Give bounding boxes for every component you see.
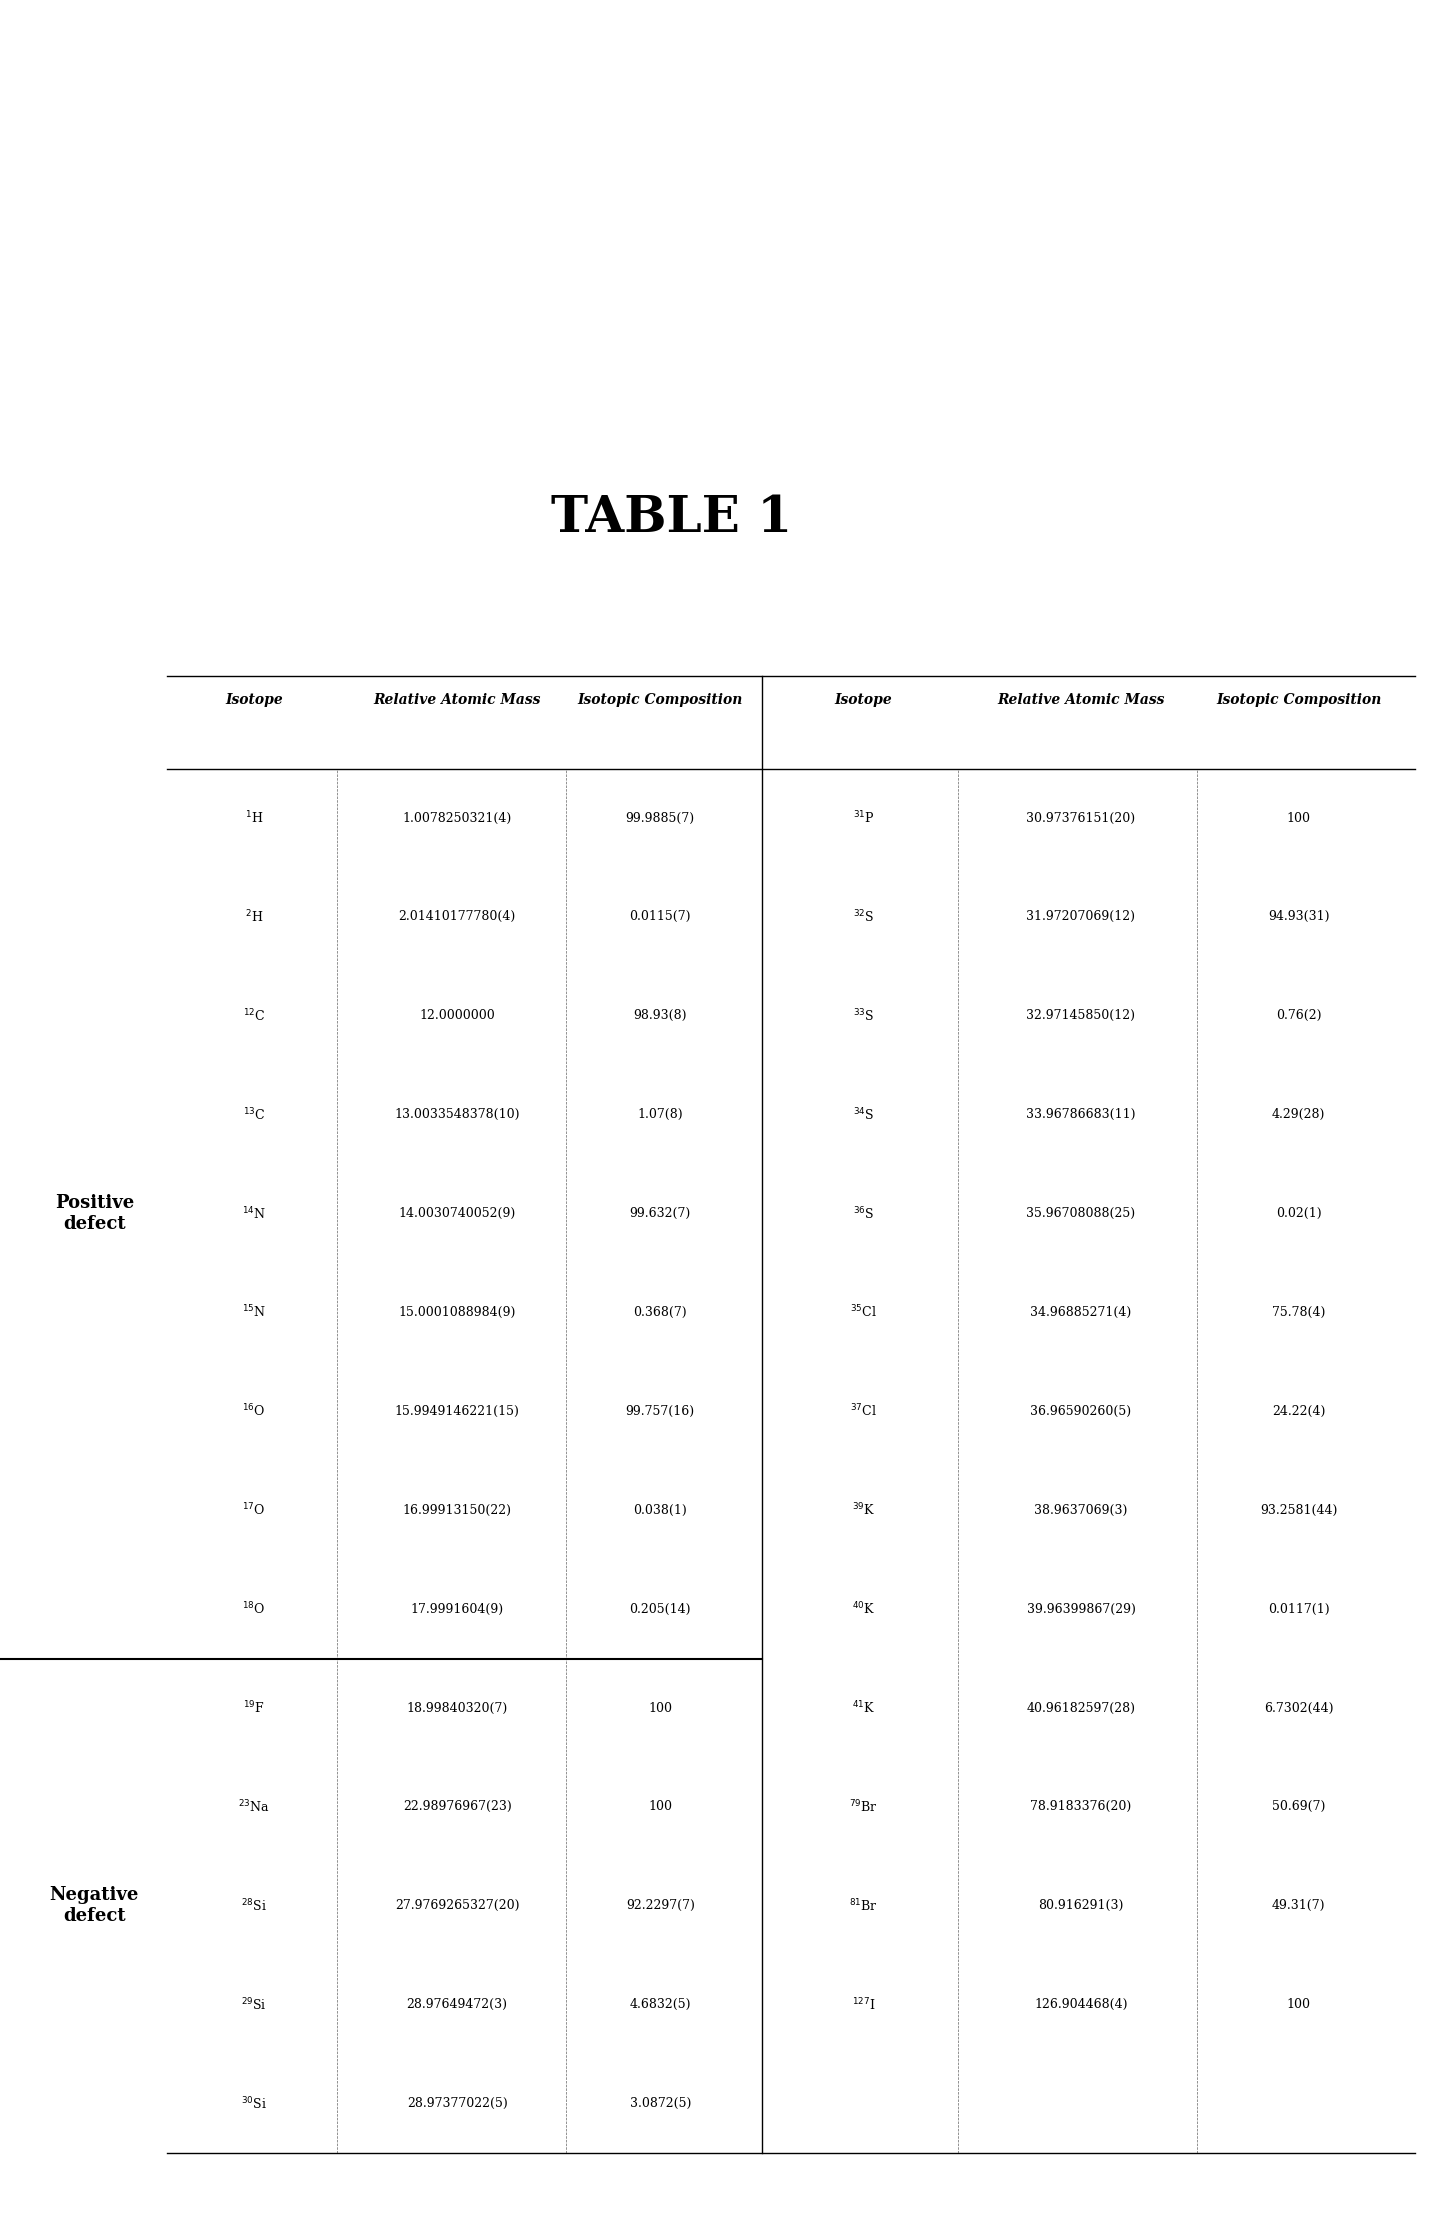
Text: 16.99913150(22): 16.99913150(22) [402, 1504, 512, 1517]
Text: 1.0078250321(4): 1.0078250321(4) [402, 811, 512, 824]
Text: 1.07(8): 1.07(8) [637, 1108, 683, 1121]
Text: 12.0000000: 12.0000000 [419, 1010, 495, 1023]
Text: Positive
defect: Positive defect [55, 1194, 133, 1234]
Text: Isotopic Composition: Isotopic Composition [1216, 693, 1381, 707]
Text: $^{81}$Br: $^{81}$Br [849, 1898, 878, 1914]
Text: $^{30}$Si: $^{30}$Si [241, 2095, 267, 2111]
Text: $^{32}$S: $^{32}$S [853, 908, 874, 926]
Text: 14.0030740052(9): 14.0030740052(9) [399, 1207, 515, 1220]
Text: Isotopic Composition: Isotopic Composition [577, 693, 743, 707]
Text: 99.632(7): 99.632(7) [630, 1207, 691, 1220]
Text: $^{37}$Cl: $^{37}$Cl [850, 1402, 876, 1420]
Text: 24.22(4): 24.22(4) [1273, 1404, 1325, 1418]
Text: 33.96786683(11): 33.96786683(11) [1026, 1108, 1136, 1121]
Text: $^{17}$O: $^{17}$O [242, 1502, 266, 1519]
Text: $^{35}$Cl: $^{35}$Cl [850, 1305, 876, 1320]
Text: TABLE 1: TABLE 1 [551, 494, 792, 543]
Text: 32.97145850(12): 32.97145850(12) [1026, 1010, 1136, 1023]
Text: $^{40}$K: $^{40}$K [852, 1601, 875, 1617]
Text: $^{23}$Na: $^{23}$Na [238, 1799, 270, 1814]
Text: $^{36}$S: $^{36}$S [853, 1205, 874, 1223]
Text: 99.757(16): 99.757(16) [625, 1404, 695, 1418]
Text: 0.0115(7): 0.0115(7) [630, 910, 691, 924]
Text: 15.9949146221(15): 15.9949146221(15) [395, 1404, 519, 1418]
Text: $^{18}$O: $^{18}$O [242, 1601, 266, 1617]
Text: 0.0117(1): 0.0117(1) [1268, 1604, 1329, 1615]
Text: $^{31}$P: $^{31}$P [853, 811, 874, 826]
Text: 0.02(1): 0.02(1) [1275, 1207, 1322, 1220]
Text: $^{15}$N: $^{15}$N [242, 1305, 266, 1320]
Text: 4.6832(5): 4.6832(5) [630, 1998, 691, 2011]
Text: 93.2581(44): 93.2581(44) [1259, 1504, 1338, 1517]
Text: 13.0033548378(10): 13.0033548378(10) [395, 1108, 519, 1121]
Text: $^{1}$H: $^{1}$H [245, 811, 263, 826]
Text: $^{16}$O: $^{16}$O [242, 1402, 266, 1420]
Text: 28.97377022(5): 28.97377022(5) [406, 2098, 508, 2111]
Text: 94.93(31): 94.93(31) [1268, 910, 1329, 924]
Text: 100: 100 [1287, 1998, 1310, 2011]
Text: 78.9183376(20): 78.9183376(20) [1030, 1801, 1132, 1814]
Text: $^{39}$K: $^{39}$K [852, 1502, 875, 1519]
Text: 4.29(28): 4.29(28) [1273, 1108, 1325, 1121]
Text: 27.9769265327(20): 27.9769265327(20) [395, 1898, 519, 1912]
Text: 0.038(1): 0.038(1) [633, 1504, 688, 1517]
Text: 38.9637069(3): 38.9637069(3) [1035, 1504, 1127, 1517]
Text: 0.205(14): 0.205(14) [630, 1604, 691, 1615]
Text: 100: 100 [649, 1801, 672, 1814]
Text: Relative Atomic Mass: Relative Atomic Mass [997, 693, 1165, 707]
Text: 75.78(4): 75.78(4) [1273, 1307, 1325, 1318]
Text: $^{12}$C: $^{12}$C [242, 1008, 266, 1023]
Text: $^{13}$C: $^{13}$C [242, 1108, 266, 1123]
Text: $^{19}$F: $^{19}$F [244, 1699, 264, 1717]
Text: 35.96708088(25): 35.96708088(25) [1026, 1207, 1136, 1220]
Text: 0.368(7): 0.368(7) [634, 1307, 686, 1318]
Text: 50.69(7): 50.69(7) [1273, 1801, 1325, 1814]
Text: Negative
defect: Negative defect [49, 1887, 139, 1925]
Text: $^{29}$Si: $^{29}$Si [241, 1996, 267, 2013]
Text: 100: 100 [1287, 811, 1310, 824]
Text: 3.0872(5): 3.0872(5) [630, 2098, 691, 2111]
Text: 31.97207069(12): 31.97207069(12) [1026, 910, 1136, 924]
Text: 100: 100 [649, 1701, 672, 1714]
Text: $^{28}$Si: $^{28}$Si [241, 1898, 267, 1914]
Text: $^{34}$S: $^{34}$S [853, 1108, 874, 1123]
Text: 0.76(2): 0.76(2) [1275, 1010, 1322, 1023]
Text: $^{41}$K: $^{41}$K [852, 1699, 875, 1717]
Text: 99.9885(7): 99.9885(7) [625, 811, 695, 824]
Text: 92.2297(7): 92.2297(7) [625, 1898, 695, 1912]
Text: 40.96182597(28): 40.96182597(28) [1026, 1701, 1136, 1714]
Text: Isotope: Isotope [834, 693, 892, 707]
Text: 15.0001088984(9): 15.0001088984(9) [399, 1307, 515, 1318]
Text: 49.31(7): 49.31(7) [1273, 1898, 1325, 1912]
Text: $^{79}$Br: $^{79}$Br [849, 1799, 878, 1814]
Text: 18.99840320(7): 18.99840320(7) [406, 1701, 508, 1714]
Text: 80.916291(3): 80.916291(3) [1039, 1898, 1123, 1912]
Text: 2.01410177780(4): 2.01410177780(4) [399, 910, 515, 924]
Text: 22.98976967(23): 22.98976967(23) [403, 1801, 511, 1814]
Text: $^{127}$I: $^{127}$I [852, 1996, 875, 2013]
Text: $^{33}$S: $^{33}$S [853, 1008, 874, 1023]
Text: $^{14}$N: $^{14}$N [242, 1205, 266, 1223]
Text: Isotope: Isotope [225, 693, 283, 707]
Text: 98.93(8): 98.93(8) [634, 1010, 686, 1023]
Text: $^{2}$H: $^{2}$H [245, 908, 263, 926]
Text: 6.7302(44): 6.7302(44) [1264, 1701, 1333, 1714]
Text: 39.96399867(29): 39.96399867(29) [1026, 1604, 1136, 1615]
Text: 17.9991604(9): 17.9991604(9) [411, 1604, 503, 1615]
Text: 30.97376151(20): 30.97376151(20) [1026, 811, 1136, 824]
Text: 126.904468(4): 126.904468(4) [1035, 1998, 1127, 2011]
Text: 36.96590260(5): 36.96590260(5) [1030, 1404, 1132, 1418]
Text: Relative Atomic Mass: Relative Atomic Mass [373, 693, 541, 707]
Text: 28.97649472(3): 28.97649472(3) [406, 1998, 508, 2011]
Text: 34.96885271(4): 34.96885271(4) [1030, 1307, 1132, 1318]
